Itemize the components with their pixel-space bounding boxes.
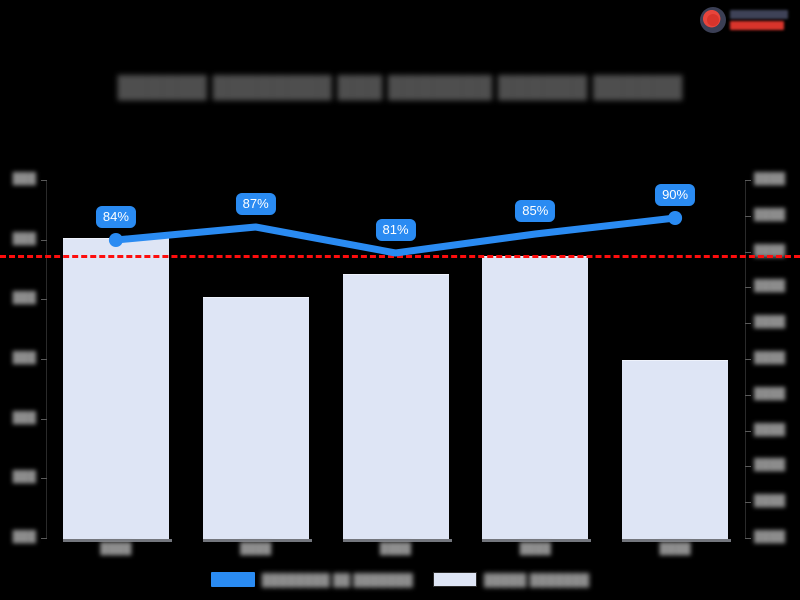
- y-tick-right-3: [745, 251, 751, 253]
- y-label-right-4: ████: [754, 280, 786, 293]
- legend-item-line[interactable]: ████████ ██ ███████: [210, 572, 413, 587]
- legend-label-line: ████████ ██ ███████: [261, 572, 413, 587]
- y-label-left-1: ███: [12, 173, 36, 185]
- y-label-left-6: ███: [12, 471, 36, 484]
- y-tick-right-9: [745, 466, 751, 468]
- y-label-right-9: ████: [754, 459, 786, 472]
- brand-logo: [700, 4, 794, 36]
- y-tick-left-1: [41, 180, 47, 181]
- y-label-right-10: ████: [754, 495, 786, 508]
- point-label-1: 84%: [95, 206, 136, 228]
- x-axis-label-1: ████: [100, 543, 132, 555]
- legend-swatch-bar-icon: [432, 572, 477, 587]
- y-tick-right-10: [745, 502, 751, 504]
- point-label-4: 85%: [515, 200, 556, 222]
- y-label-right-2: ████: [754, 208, 786, 221]
- logo-wordmark-line-1: [730, 10, 788, 19]
- x-axis-label-4: ████: [519, 543, 551, 555]
- y-tick-right-5: [745, 323, 751, 325]
- y-label-left-4: ███: [12, 352, 36, 364]
- y-label-right-5: ████: [754, 316, 786, 329]
- y-tick-left-4: [41, 359, 47, 360]
- y-label-left-7: ███: [12, 531, 36, 543]
- y-label-right-7: ████: [754, 387, 786, 400]
- y-tick-right-1: [745, 180, 751, 181]
- y-tick-left-6: [41, 478, 47, 480]
- line-marker-5[interactable]: [668, 211, 683, 225]
- y-label-right-11: ████: [754, 531, 786, 543]
- bar-2[interactable]: [202, 297, 312, 542]
- y-label-left-2: ███: [12, 232, 36, 245]
- x-axis-label-2: ████: [240, 543, 272, 555]
- chart-legend: ████████ ██ ███████ █████ ███████: [0, 572, 800, 587]
- chart-title: ██████ ████████ ███ ███████ ██████ █████…: [117, 76, 683, 99]
- y-tick-left-5: [41, 418, 47, 420]
- bar-5[interactable]: [622, 360, 732, 542]
- y-label-right-1: ████: [754, 173, 786, 185]
- point-label-5: 90%: [655, 184, 696, 206]
- legend-swatch-line-icon: [210, 572, 255, 587]
- circle-burst-logo-icon: [700, 7, 726, 33]
- y-label-right-6: ████: [754, 352, 786, 364]
- y-label-right-3: ████: [754, 244, 786, 257]
- bar-1[interactable]: [62, 238, 172, 542]
- y-label-left-3: ███: [12, 292, 36, 305]
- x-axis-label-5: ████: [659, 543, 691, 555]
- y-tick-right-8: [745, 430, 751, 432]
- legend-label-bar: █████ ███████: [483, 572, 590, 587]
- y-tick-right-6: [745, 359, 751, 360]
- y-tick-left-7: [41, 538, 47, 539]
- bar-3[interactable]: [342, 274, 452, 542]
- y-tick-left-2: [41, 239, 47, 241]
- y-tick-right-4: [745, 287, 751, 289]
- y-tick-left-3: [41, 299, 47, 301]
- y-label-right-8: ████: [754, 423, 786, 436]
- x-axis-label-3: ████: [379, 543, 412, 555]
- logo-wordmark: [730, 10, 788, 30]
- point-label-2: 87%: [235, 193, 276, 215]
- y-tick-right-11: [745, 538, 751, 539]
- y-label-left-5: ███: [12, 411, 36, 424]
- y-tick-right-7: [745, 394, 751, 396]
- logo-wordmark-line-2: [730, 21, 784, 30]
- bar-4[interactable]: [482, 256, 592, 542]
- threshold-reference-line: [0, 255, 800, 258]
- y-tick-right-2: [745, 215, 751, 217]
- legend-item-bar[interactable]: █████ ███████: [432, 572, 590, 587]
- point-label-3: 81%: [375, 219, 416, 241]
